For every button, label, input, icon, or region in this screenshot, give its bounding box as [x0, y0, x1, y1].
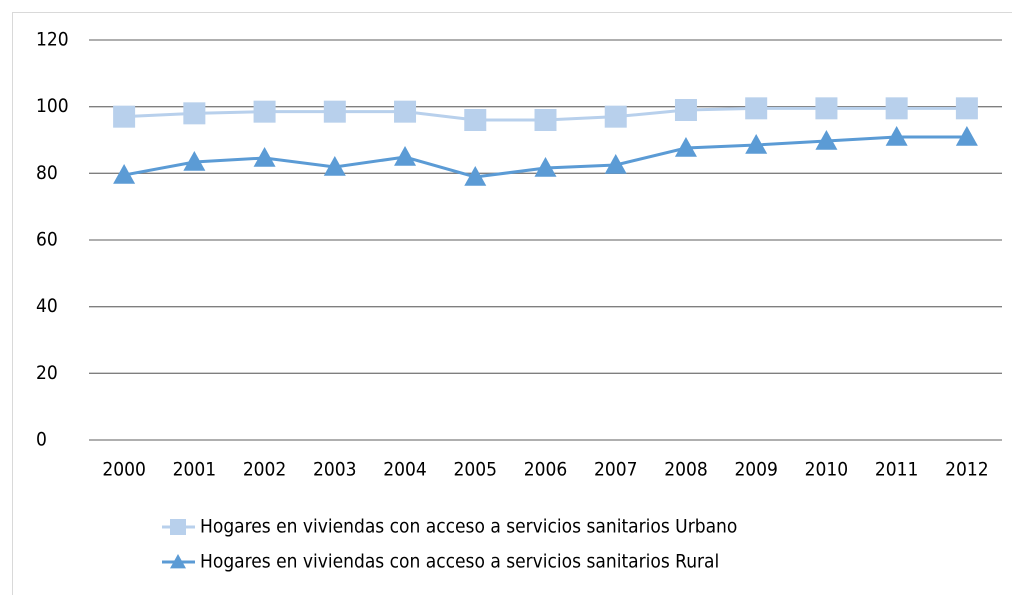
- x-tick-label: 2012: [945, 459, 989, 481]
- marker: [323, 156, 346, 176]
- marker: [113, 105, 136, 128]
- marker: [394, 100, 417, 123]
- x-tick-label: 2006: [524, 459, 568, 481]
- marker: [170, 554, 186, 569]
- marker: [815, 97, 838, 120]
- y-tick-label: 80: [36, 162, 58, 184]
- chart-frame: [12, 12, 1012, 595]
- marker: [253, 147, 276, 167]
- x-tick-label: 2009: [734, 459, 778, 481]
- marker: [745, 97, 768, 120]
- x-tick-label: 2000: [102, 459, 146, 481]
- marker: [604, 154, 627, 174]
- marker: [604, 105, 627, 128]
- x-tick-label: 2003: [313, 459, 357, 481]
- marker: [113, 164, 136, 184]
- y-tick-label: 0: [36, 429, 47, 451]
- y-tick-label: 20: [36, 362, 58, 384]
- x-tick-label: 2004: [383, 459, 427, 481]
- marker: [323, 100, 346, 123]
- marker: [464, 166, 487, 186]
- marker: [534, 109, 557, 131]
- marker: [253, 100, 276, 123]
- marker: [183, 151, 206, 171]
- marker: [394, 146, 417, 166]
- marker: [170, 519, 186, 535]
- x-tick-label: 2001: [173, 459, 217, 481]
- marker: [885, 97, 908, 120]
- x-tick-label: 2007: [594, 459, 638, 481]
- x-tick-label: 2008: [664, 459, 708, 481]
- x-tick-label: 2011: [875, 459, 919, 481]
- marker: [674, 137, 697, 157]
- marker: [674, 99, 697, 121]
- legend-label: Hogares en viviendas con acceso a servic…: [200, 551, 719, 573]
- y-tick-label: 40: [36, 295, 58, 317]
- marker: [183, 102, 206, 125]
- marker: [745, 134, 768, 154]
- x-tick-label: 2010: [805, 459, 849, 481]
- marker: [815, 130, 838, 150]
- marker: [955, 126, 978, 146]
- y-tick-label: 120: [36, 29, 69, 51]
- marker: [464, 109, 487, 131]
- marker: [534, 157, 557, 177]
- marker: [885, 126, 908, 146]
- legend-label: Hogares en viviendas con acceso a servic…: [200, 516, 737, 538]
- x-tick-label: 2005: [454, 459, 498, 481]
- y-tick-label: 60: [36, 229, 58, 251]
- x-tick-label: 2002: [243, 459, 287, 481]
- marker: [955, 97, 978, 120]
- y-tick-label: 100: [36, 95, 69, 117]
